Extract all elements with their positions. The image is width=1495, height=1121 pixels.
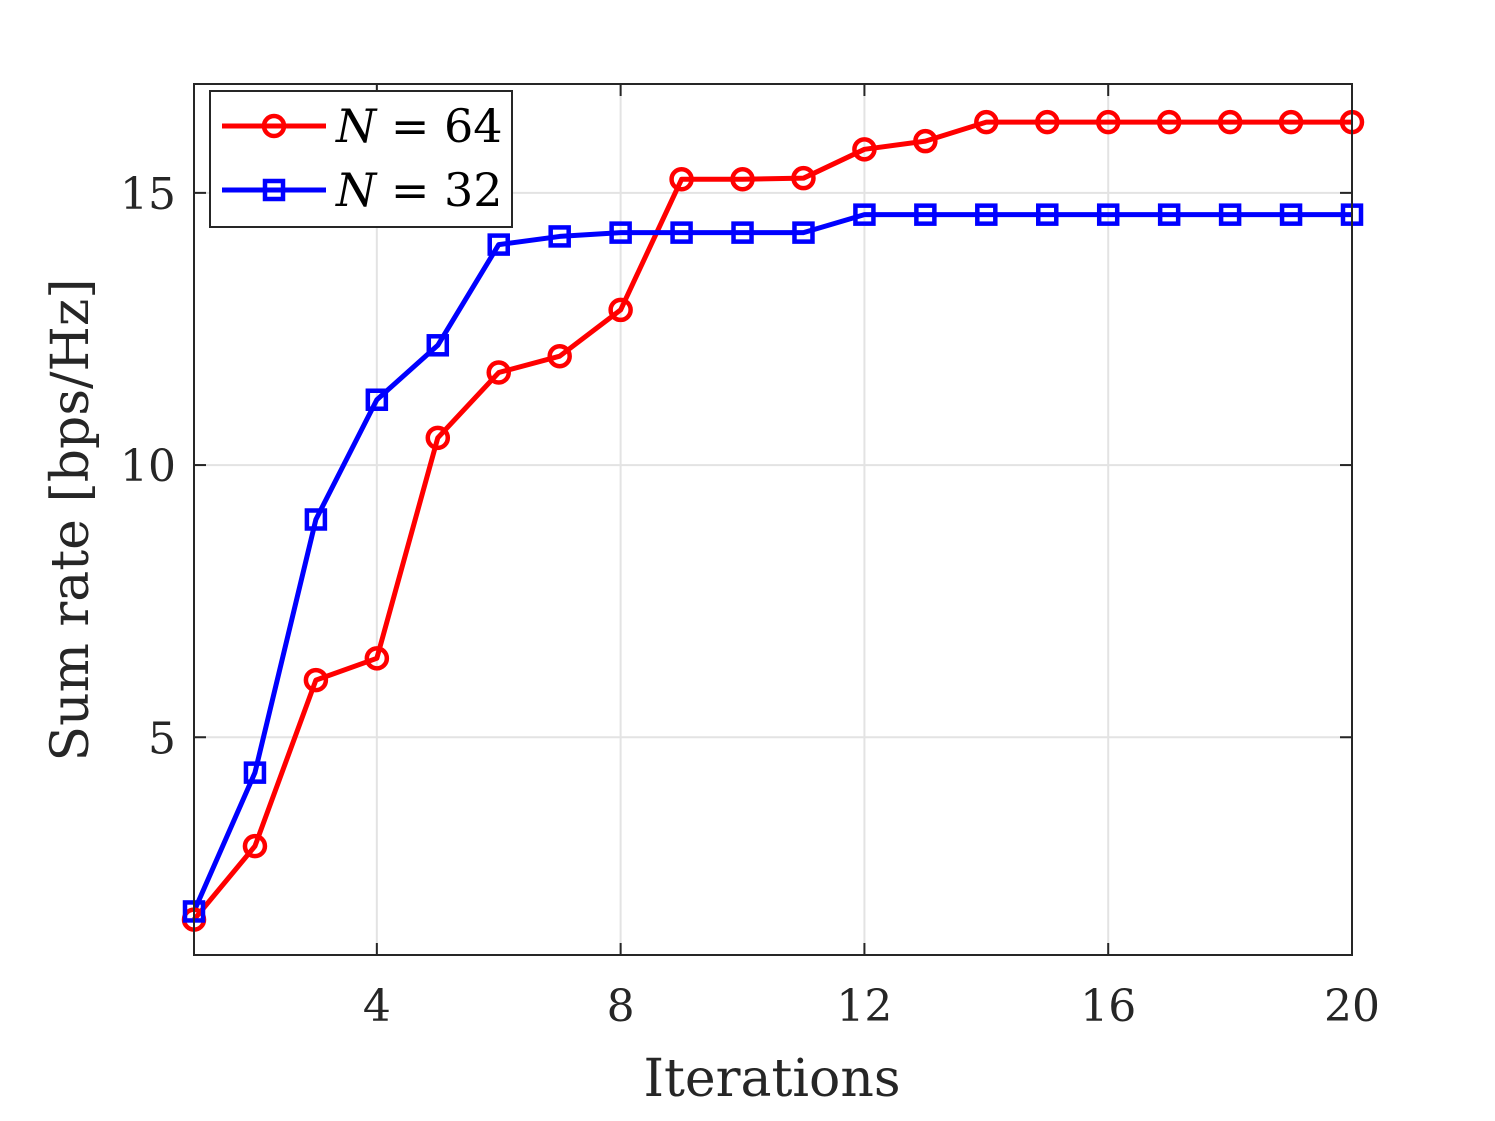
data-point-n64	[608, 297, 633, 323]
data-point-n32	[1218, 203, 1242, 226]
data-point-n32	[853, 203, 876, 226]
data-point-n64	[730, 167, 755, 192]
y-tick-label: 10	[120, 441, 176, 492]
data-point-n64	[242, 833, 268, 859]
data-point-n64	[669, 167, 694, 192]
data-point-n32	[609, 221, 632, 244]
data-point-n32	[731, 221, 754, 244]
data-point-n32	[1157, 203, 1181, 226]
data-point-n64	[913, 128, 938, 154]
data-point-n64	[1035, 109, 1060, 135]
legend-label: N = 32	[335, 163, 503, 217]
data-point-n64	[852, 137, 877, 162]
y-axis-label: Sum rate [bps/Hz]	[41, 278, 101, 761]
data-point-n64	[364, 646, 390, 671]
y-tick-label: 15	[120, 169, 176, 220]
data-point-n32	[243, 761, 267, 784]
data-point-n64	[486, 360, 511, 385]
x-tick-label: 16	[1080, 981, 1136, 1032]
data-point-n32	[914, 203, 937, 226]
data-point-n64	[1095, 109, 1121, 135]
data-point-n32	[365, 388, 389, 411]
data-point-n64	[1156, 109, 1182, 135]
legend: N = 64 N = 32	[209, 90, 513, 228]
data-point-n32	[426, 334, 450, 357]
data-point-n32	[1096, 203, 1120, 226]
data-point-n64	[425, 425, 451, 451]
x-axis-label: Iterations	[643, 1049, 900, 1109]
data-point-n32	[548, 225, 571, 248]
x-tick-label: 4	[363, 981, 391, 1032]
legend-marker	[261, 113, 287, 139]
data-point-n64	[1217, 109, 1243, 135]
data-point-n64	[974, 109, 999, 135]
legend-label: N = 64	[335, 99, 503, 153]
data-point-n32	[304, 508, 328, 531]
data-point-n64	[303, 667, 329, 693]
data-point-n32	[975, 203, 998, 226]
data-point-n32	[487, 233, 510, 256]
data-point-n32	[1279, 203, 1303, 226]
x-tick-label: 8	[607, 981, 635, 1032]
data-point-n64	[547, 343, 572, 369]
y-tick-label: 5	[148, 713, 176, 764]
x-tick-label: 12	[836, 981, 892, 1032]
plot-frame	[193, 83, 1353, 956]
data-point-n64	[791, 165, 816, 191]
data-point-n32	[1036, 203, 1059, 226]
data-point-n32	[792, 221, 815, 244]
legend-marker	[262, 178, 286, 202]
tick-labels: 4 8 12 16 20 5 10 15	[120, 169, 1380, 1032]
series-markers	[181, 109, 1365, 932]
data-point-n32	[670, 221, 693, 244]
x-tick-label: 20	[1324, 981, 1380, 1032]
data-point-n64	[1278, 109, 1304, 135]
legend-box	[209, 90, 513, 228]
